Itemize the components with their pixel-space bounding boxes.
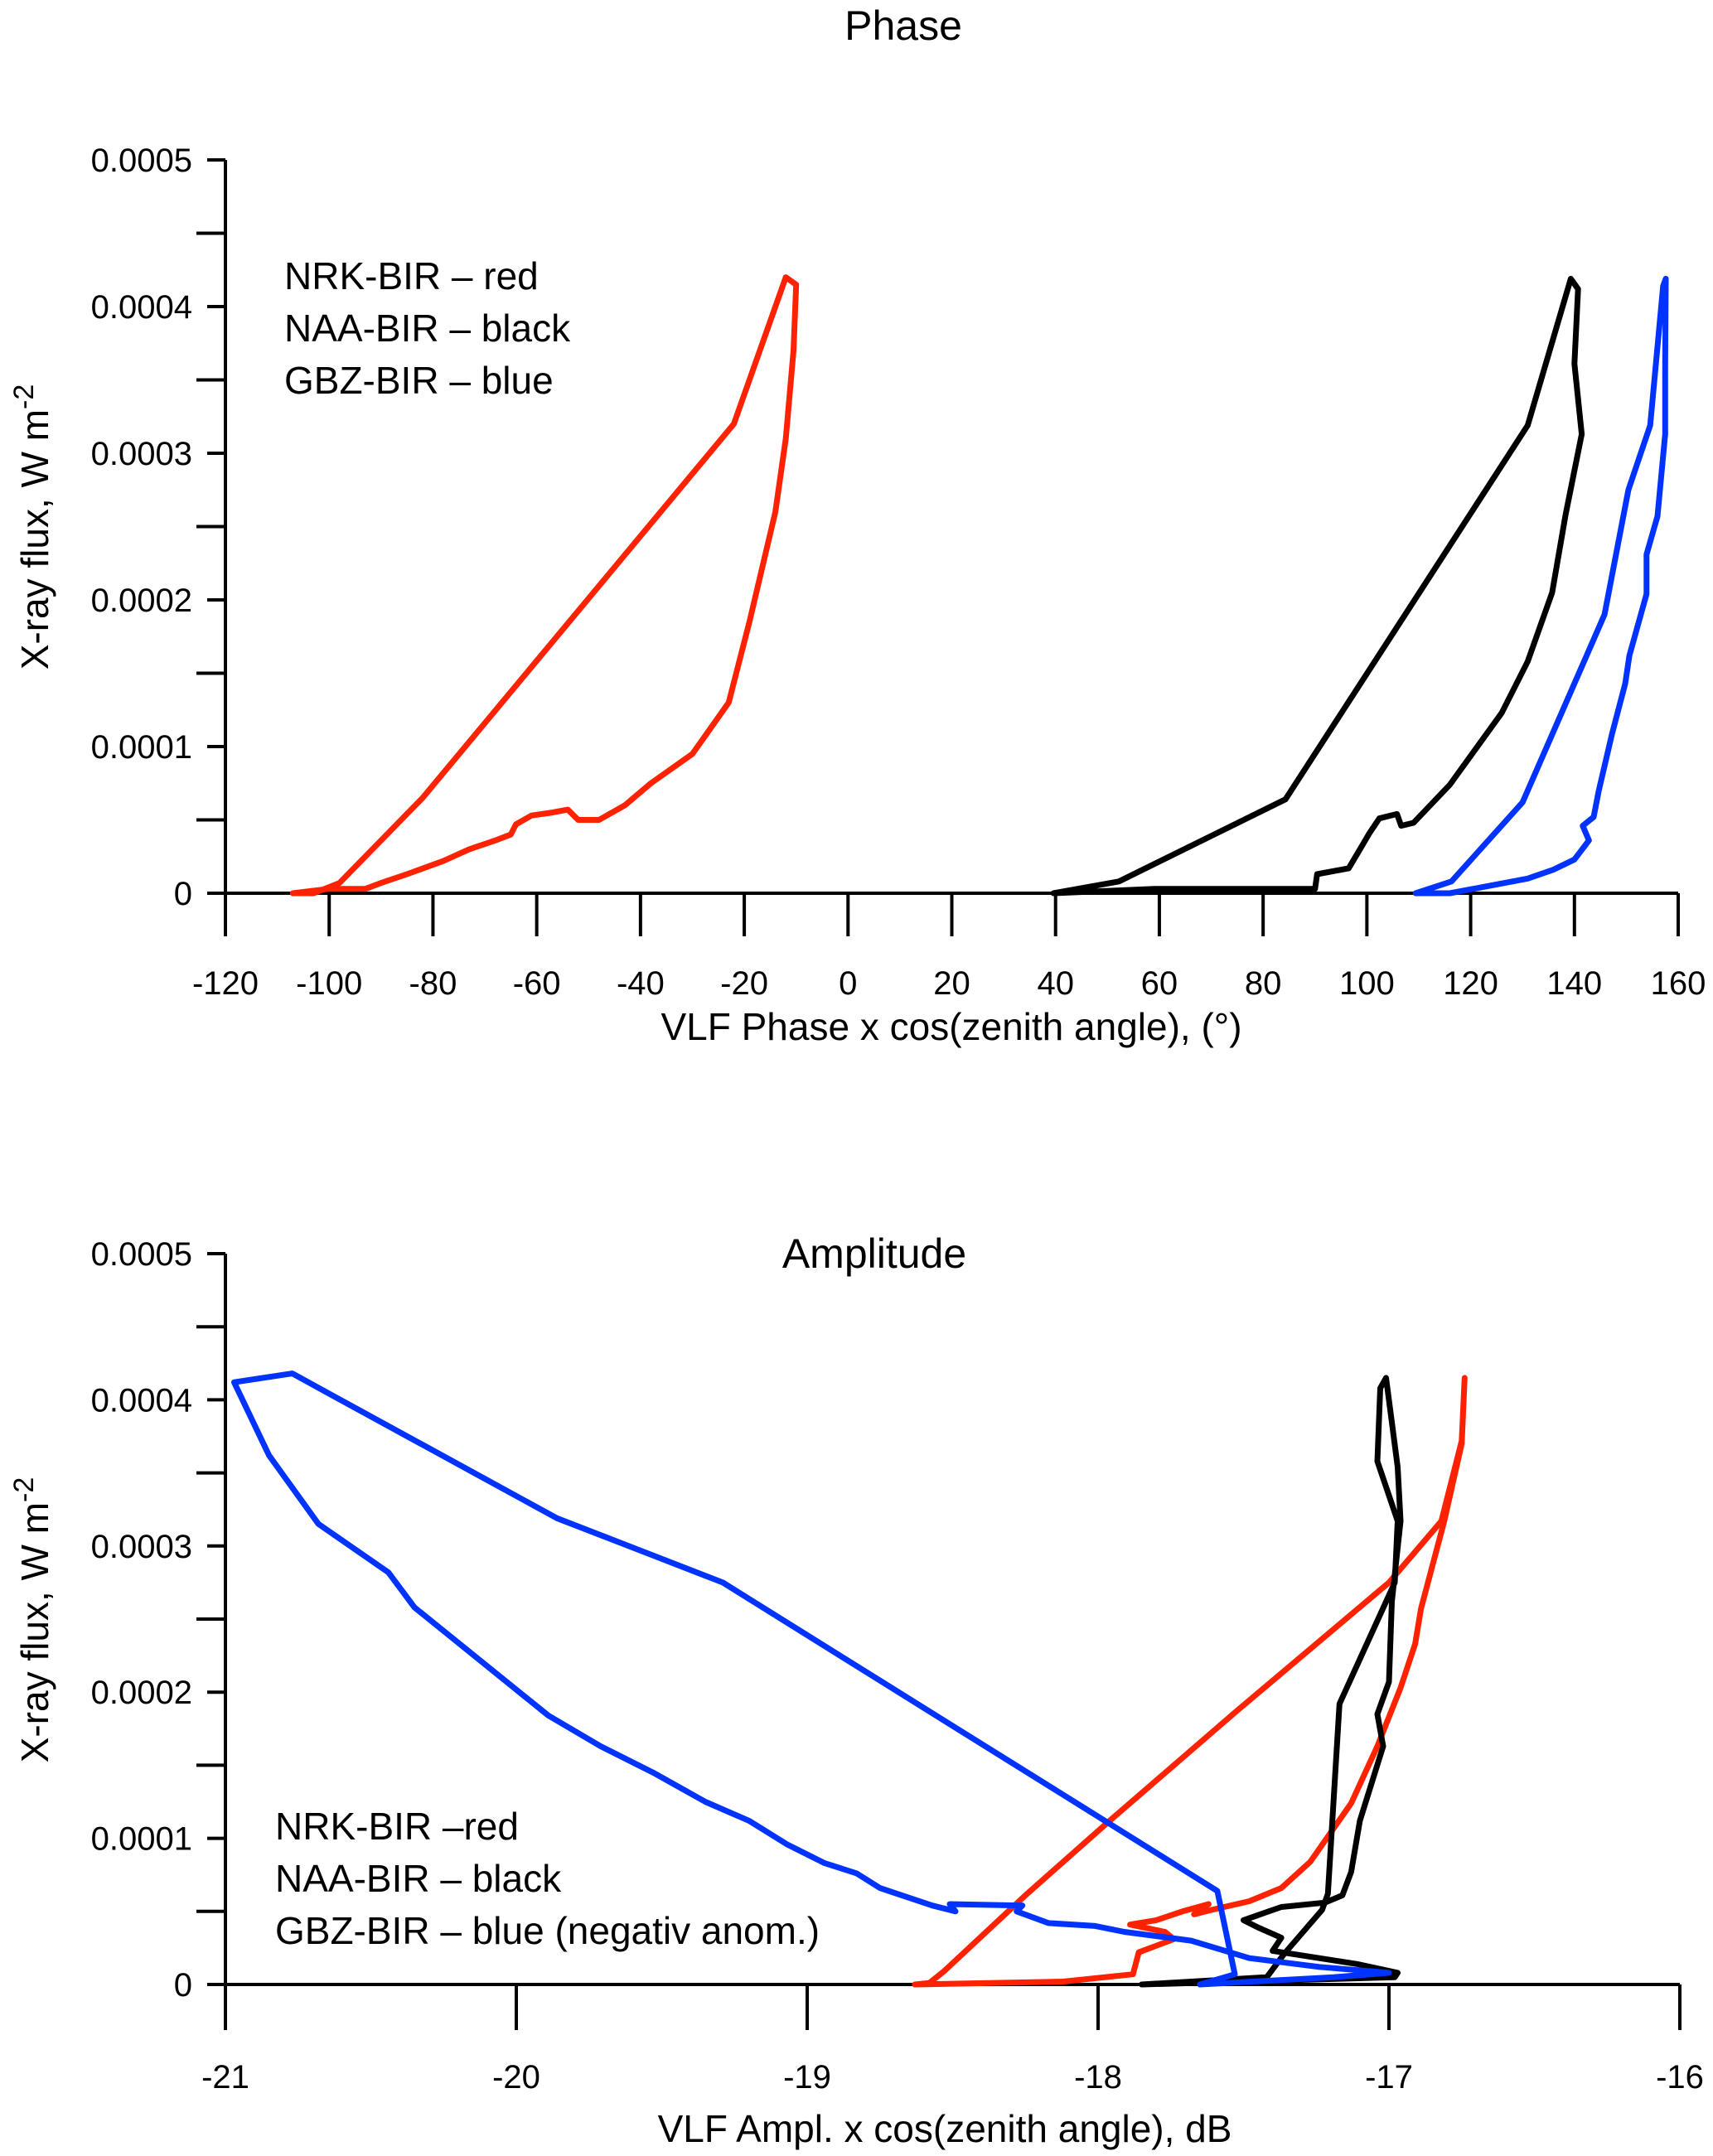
x-tick-label: 60 bbox=[1141, 965, 1178, 1002]
legend: NRK-BIR –red NAA-BIR – black GBZ-BIR – b… bbox=[275, 1805, 820, 1952]
x-tick-label: -18 bbox=[1074, 2059, 1122, 2096]
plot-area bbox=[231, 1370, 1468, 1988]
x-axis-label: VLF Phase x cos(zenith angle), (°) bbox=[661, 1005, 1241, 1048]
legend-item-blue: GBZ-BIR – blue bbox=[284, 359, 554, 402]
y-tick-label: 0.0003 bbox=[91, 1529, 192, 1565]
y-axis-label-text: X-ray flux, W m bbox=[13, 409, 56, 670]
y-tick-label: 0.0004 bbox=[91, 1382, 192, 1419]
y-tick-label: 0.0005 bbox=[91, 143, 192, 179]
x-tick-label: 100 bbox=[1339, 965, 1395, 1002]
y-tick-label: 0.0002 bbox=[91, 1675, 192, 1711]
legend: NRK-BIR – red NAA-BIR – black GBZ-BIR – … bbox=[284, 254, 571, 402]
x-tick-label: -20 bbox=[720, 965, 768, 1002]
legend-item-black: NAA-BIR – black bbox=[284, 307, 571, 350]
y-axis-label-superscript: -2 bbox=[8, 384, 40, 409]
legend-item-blue: GBZ-BIR – blue (negativ anom.) bbox=[275, 1909, 820, 1952]
legend-item-black: NAA-BIR – black bbox=[275, 1857, 562, 1900]
x-tick-label: 80 bbox=[1245, 965, 1282, 1002]
y-axis-label: X-ray flux, W m-2 bbox=[8, 384, 56, 670]
y-axis: 0 0.0001 0.0002 0.0003 0.0004 0.0005 bbox=[91, 1236, 227, 2030]
x-tick-label: 0 bbox=[839, 965, 857, 1002]
y-tick-label: 0.0003 bbox=[91, 436, 192, 472]
x-axis: -21 -20 -19 -18 -17 -16 bbox=[201, 1983, 1704, 2096]
x-axis: -120 -100 -80 -60 -40 -20 0 20 40 60 80 100 120 140 16… bbox=[192, 892, 1706, 1002]
x-tick-label: 140 bbox=[1546, 965, 1602, 1002]
series-line-gbz-bir bbox=[1412, 275, 1669, 897]
y-tick-label: 0.0005 bbox=[91, 1236, 192, 1273]
x-tick-label: -100 bbox=[296, 965, 362, 1002]
y-tick-label: 0.0002 bbox=[91, 583, 192, 619]
y-tick-label: 0.0004 bbox=[91, 289, 192, 326]
legend-item-red: NRK-BIR – red bbox=[284, 254, 539, 297]
x-tick-label: -40 bbox=[617, 965, 665, 1002]
series-line-nrk-bir bbox=[289, 274, 800, 897]
x-tick-label: -19 bbox=[783, 2059, 831, 2096]
plot-area bbox=[289, 274, 1669, 897]
y-tick-label: 0.0001 bbox=[91, 729, 192, 766]
x-tick-label: 160 bbox=[1651, 965, 1706, 1002]
y-axis: 0 0.0001 0.0002 0.0003 0.0004 0.0005 bbox=[91, 143, 227, 936]
series-line-gbz-bir bbox=[231, 1370, 1392, 1988]
x-tick-label: 120 bbox=[1443, 965, 1498, 1002]
y-tick-label: 0.0001 bbox=[91, 1821, 192, 1858]
chart-title: Amplitude bbox=[782, 1230, 966, 1277]
x-tick-label: -17 bbox=[1365, 2059, 1413, 2096]
y-tick-label: 0 bbox=[174, 876, 192, 912]
y-axis-label-superscript: -2 bbox=[8, 1477, 40, 1502]
x-tick-label: 40 bbox=[1037, 965, 1074, 1002]
x-tick-label: 20 bbox=[933, 965, 970, 1002]
legend-item-red: NRK-BIR –red bbox=[275, 1805, 519, 1848]
series-line-naa-bir bbox=[1139, 1375, 1404, 1988]
x-tick-label: -21 bbox=[201, 2059, 249, 2096]
y-axis-label: X-ray flux, W m-2 bbox=[8, 1477, 56, 1763]
phase-chart: Phase 0 0.0001 0.0002 0.0003 0.0004 0.0005 -1… bbox=[8, 2, 1706, 1048]
x-tick-label: -20 bbox=[492, 2059, 540, 2096]
series-line-nrk-bir bbox=[912, 1375, 1468, 1988]
y-axis-label-text: X-ray flux, W m bbox=[13, 1502, 56, 1762]
series-line-naa-bir bbox=[1050, 275, 1585, 897]
amplitude-chart: Amplitude 0 0.0001 0.0002 0.0003 0.0004 0.000… bbox=[8, 1230, 1704, 2150]
x-tick-label: -120 bbox=[192, 965, 259, 1002]
x-tick-label: -80 bbox=[409, 965, 457, 1002]
chart-title: Phase bbox=[844, 2, 962, 49]
x-axis-label: VLF Ampl. x cos(zenith angle), dB bbox=[658, 2107, 1232, 2150]
x-tick-label: -60 bbox=[513, 965, 561, 1002]
y-tick-label: 0 bbox=[174, 1967, 192, 2004]
x-tick-label: -16 bbox=[1656, 2059, 1704, 2096]
